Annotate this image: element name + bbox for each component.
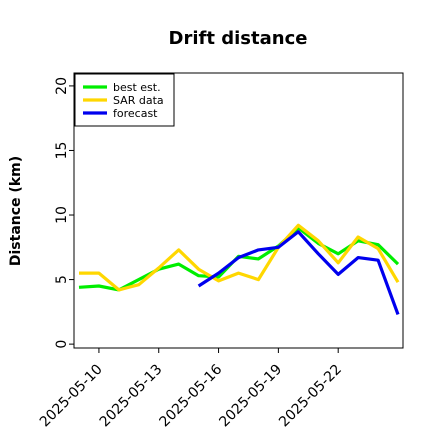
series-line-forecast <box>197 230 400 315</box>
x-axis-ticks: 2025-05-102025-05-132025-05-162025-05-19… <box>37 348 345 430</box>
y-tick-label: 20 <box>54 77 70 95</box>
chart-title: Drift distance <box>169 28 308 49</box>
series-line-sar-data <box>79 223 400 292</box>
x-tick-label: 2025-05-16 <box>157 361 226 430</box>
legend-label: forecast <box>113 107 158 120</box>
y-tick-label: 5 <box>54 275 70 284</box>
x-tick-label: 2025-05-13 <box>97 362 166 431</box>
series-lines <box>78 223 400 315</box>
y-tick-label: 15 <box>54 142 70 160</box>
x-tick-label: 2025-05-19 <box>216 362 285 431</box>
y-axis-ticks: 0 5 10 15 20 <box>54 77 74 349</box>
x-tick-label: 2025-05-10 <box>37 362 106 431</box>
y-tick-label: 0 <box>54 340 70 349</box>
x-tick-label: 2025-05-22 <box>276 362 345 431</box>
legend-label: best est. <box>113 81 161 94</box>
plot-area-frame <box>73 72 404 349</box>
y-axis-label: Distance (km) <box>8 156 24 266</box>
y-tick-label: 10 <box>54 206 70 224</box>
legend-label: SAR data <box>113 94 164 107</box>
